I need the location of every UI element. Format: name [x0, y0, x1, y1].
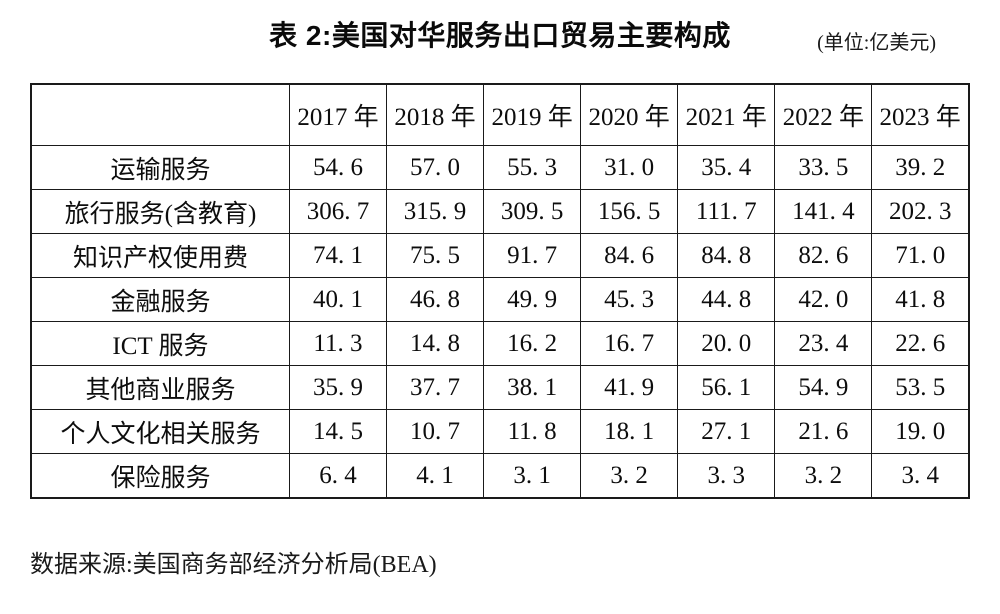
value-cell: 3. 1 — [483, 453, 582, 499]
value-cell: 53. 5 — [871, 365, 970, 410]
value-cell: 57. 0 — [385, 145, 485, 190]
header-year-2018: 2018 年 — [385, 83, 485, 146]
value-cell: 84. 6 — [580, 233, 679, 278]
value-cell: 31. 0 — [580, 145, 679, 190]
value-cell: 33. 5 — [774, 145, 873, 190]
row-label: 金融服务 — [30, 277, 290, 322]
value-cell: 71. 0 — [871, 233, 970, 278]
value-cell: 16. 2 — [483, 321, 582, 366]
table-row-personal-cultural: 个人文化相关服务 14. 5 10. 7 11. 8 18. 1 27. 1 2… — [30, 409, 970, 454]
value-cell: 55. 3 — [483, 145, 582, 190]
value-cell: 18. 1 — [580, 409, 679, 454]
value-cell: 46. 8 — [385, 277, 485, 322]
value-cell: 14. 5 — [288, 409, 387, 454]
value-cell: 11. 3 — [288, 321, 387, 366]
unit-note: (单位:亿美元) — [817, 32, 936, 54]
table-row-travel: 旅行服务(含教育) 306. 7 315. 9 309. 5 156. 5 11… — [30, 189, 970, 234]
table-row-insurance: 保险服务 6. 4 4. 1 3. 1 3. 2 3. 3 3. 2 3. 4 — [30, 453, 970, 499]
header-empty-cell — [30, 83, 290, 146]
table-row-ict: ICT 服务 11. 3 14. 8 16. 2 16. 7 20. 0 23.… — [30, 321, 970, 366]
value-cell: 37. 7 — [385, 365, 485, 410]
value-cell: 6. 4 — [288, 453, 387, 499]
value-cell: 56. 1 — [677, 365, 776, 410]
value-cell: 41. 8 — [871, 277, 970, 322]
value-cell: 22. 6 — [871, 321, 970, 366]
row-label: 旅行服务(含教育) — [30, 189, 290, 234]
value-cell: 21. 6 — [774, 409, 873, 454]
header-row: 2017 年 2018 年 2019 年 2020 年 2021 年 2022 … — [30, 83, 970, 146]
value-cell: 10. 7 — [385, 409, 485, 454]
value-cell: 4. 1 — [385, 453, 485, 499]
value-cell: 3. 4 — [871, 453, 970, 499]
value-cell: 75. 5 — [385, 233, 485, 278]
value-cell: 42. 0 — [774, 277, 873, 322]
header-year-2017: 2017 年 — [288, 83, 387, 146]
value-cell: 41. 9 — [580, 365, 679, 410]
header-year-2020: 2020 年 — [580, 83, 679, 146]
table-row-transport: 运输服务 54. 6 57. 0 55. 3 31. 0 35. 4 33. 5… — [30, 145, 970, 190]
value-cell: 14. 8 — [385, 321, 485, 366]
value-cell: 45. 3 — [580, 277, 679, 322]
row-label: 保险服务 — [30, 453, 290, 499]
value-cell: 20. 0 — [677, 321, 776, 366]
value-cell: 38. 1 — [483, 365, 582, 410]
value-cell: 3. 2 — [580, 453, 679, 499]
value-cell: 54. 6 — [288, 145, 387, 190]
value-cell: 111. 7 — [677, 189, 776, 234]
row-label: 个人文化相关服务 — [30, 409, 290, 454]
header-year-2023: 2023 年 — [871, 83, 970, 146]
data-table: 2017 年 2018 年 2019 年 2020 年 2021 年 2022 … — [30, 83, 970, 499]
value-cell: 3. 2 — [774, 453, 873, 499]
value-cell: 23. 4 — [774, 321, 873, 366]
value-cell: 315. 9 — [385, 189, 485, 234]
value-cell: 16. 7 — [580, 321, 679, 366]
value-cell: 35. 4 — [677, 145, 776, 190]
value-cell: 306. 7 — [288, 189, 387, 234]
header-year-2021: 2021 年 — [677, 83, 776, 146]
value-cell: 309. 5 — [483, 189, 582, 234]
value-cell: 11. 8 — [483, 409, 582, 454]
row-label: 知识产权使用费 — [30, 233, 290, 278]
value-cell: 27. 1 — [677, 409, 776, 454]
value-cell: 141. 4 — [774, 189, 873, 234]
header-year-2022: 2022 年 — [774, 83, 873, 146]
value-cell: 82. 6 — [774, 233, 873, 278]
value-cell: 40. 1 — [288, 277, 387, 322]
value-cell: 156. 5 — [580, 189, 679, 234]
row-label: 其他商业服务 — [30, 365, 290, 410]
value-cell: 35. 9 — [288, 365, 387, 410]
value-cell: 44. 8 — [677, 277, 776, 322]
value-cell: 3. 3 — [677, 453, 776, 499]
value-cell: 39. 2 — [871, 145, 970, 190]
row-label: ICT 服务 — [30, 321, 290, 366]
value-cell: 54. 9 — [774, 365, 873, 410]
table-row-other-business: 其他商业服务 35. 9 37. 7 38. 1 41. 9 56. 1 54.… — [30, 365, 970, 410]
title-row: 表 2:美国对华服务出口贸易主要构成 (单位:亿美元) — [0, 18, 1000, 58]
value-cell: 19. 0 — [871, 409, 970, 454]
value-cell: 74. 1 — [288, 233, 387, 278]
header-year-2019: 2019 年 — [483, 83, 582, 146]
table-row-ip-fees: 知识产权使用费 74. 1 75. 5 91. 7 84. 6 84. 8 82… — [30, 233, 970, 278]
source-note: 数据来源:美国商务部经济分析局(BEA) — [30, 552, 437, 578]
value-cell: 84. 8 — [677, 233, 776, 278]
value-cell: 49. 9 — [483, 277, 582, 322]
value-cell: 202. 3 — [871, 189, 970, 234]
figure-title: 表 2:美国对华服务出口贸易主要构成 — [269, 20, 731, 51]
value-cell: 91. 7 — [483, 233, 582, 278]
row-label: 运输服务 — [30, 145, 290, 190]
table-row-financial: 金融服务 40. 1 46. 8 49. 9 45. 3 44. 8 42. 0… — [30, 277, 970, 322]
